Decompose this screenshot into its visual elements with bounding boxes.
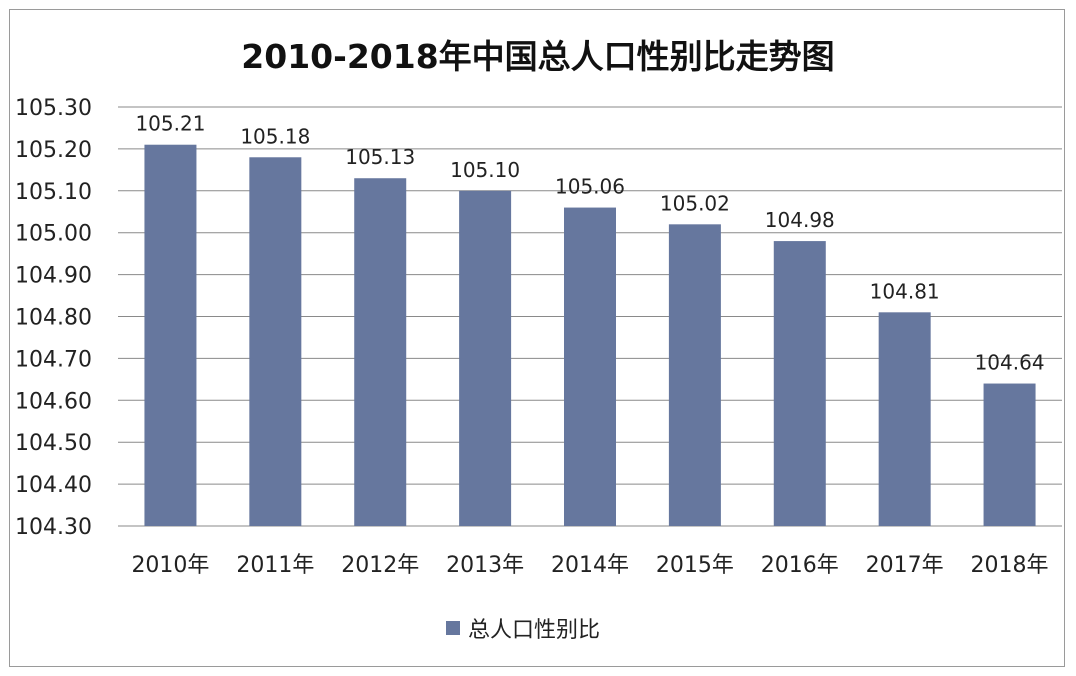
x-tick-label: 2015年 — [656, 553, 734, 578]
x-tick-label: 2012年 — [341, 553, 419, 578]
data-label: 105.10 — [450, 158, 520, 182]
y-tick-label: 104.30 — [15, 515, 92, 540]
x-tick-label: 2011年 — [236, 553, 314, 578]
y-tick-label: 104.80 — [15, 306, 92, 331]
data-label: 104.81 — [870, 279, 940, 303]
data-label: 105.18 — [240, 124, 310, 148]
y-tick-label: 105.20 — [15, 138, 92, 163]
y-tick-label: 104.60 — [15, 389, 92, 414]
bar — [249, 157, 302, 526]
x-tick-label: 2014年 — [551, 553, 629, 578]
legend: 总人口性别比 — [446, 612, 600, 644]
bar — [459, 190, 512, 527]
bar — [144, 144, 197, 526]
x-tick-label: 2016年 — [761, 553, 839, 578]
x-tick-label: 2018年 — [971, 553, 1049, 578]
bar — [354, 178, 407, 527]
data-label: 105.21 — [135, 112, 205, 136]
bar — [564, 207, 616, 526]
legend-swatch — [446, 621, 460, 635]
data-label: 105.13 — [345, 145, 415, 169]
x-tick-label: 2013年 — [446, 553, 524, 578]
data-label: 105.06 — [555, 175, 625, 199]
y-tick-label: 105.10 — [15, 180, 92, 205]
data-label: 105.02 — [660, 191, 730, 215]
chart-frame — [9, 9, 1065, 667]
legend-label: 总人口性别比 — [468, 618, 601, 643]
y-tick-label: 104.50 — [15, 431, 92, 456]
bar — [668, 224, 721, 526]
y-tick-label: 105.30 — [15, 96, 92, 121]
y-tick-label: 104.40 — [15, 473, 92, 498]
data-label: 104.64 — [975, 351, 1045, 375]
x-tick-label: 2010年 — [131, 553, 209, 578]
bar — [773, 241, 826, 526]
chart-title: 2010-2018年中国总人口性别比走势图 — [241, 37, 835, 76]
y-tick-label: 105.00 — [15, 222, 92, 247]
y-tick-label: 104.90 — [15, 264, 92, 289]
data-label: 104.98 — [765, 208, 835, 232]
x-tick-label: 2017年 — [866, 553, 944, 578]
bar — [983, 383, 1036, 526]
y-tick-label: 104.70 — [15, 347, 92, 372]
bar — [878, 312, 931, 526]
